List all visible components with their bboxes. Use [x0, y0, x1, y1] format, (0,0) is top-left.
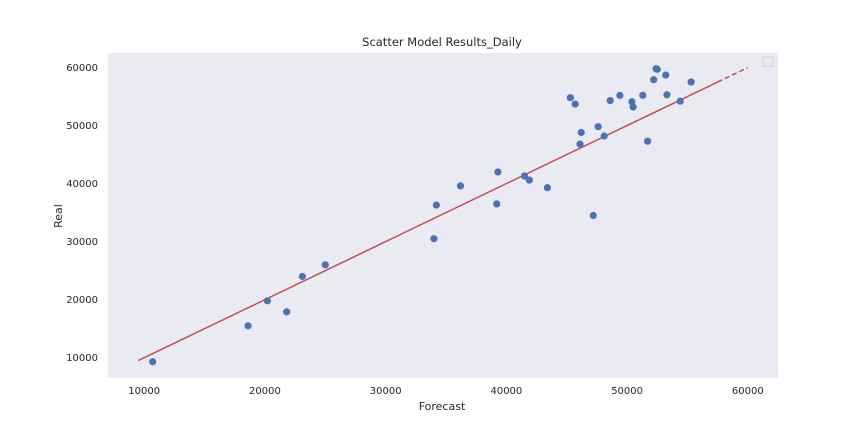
data-point	[520, 172, 529, 180]
data-point	[629, 103, 637, 111]
chart-title: Scatter Model Results_Daily	[362, 35, 522, 49]
y-axis-label: Real	[52, 204, 65, 228]
data-point	[650, 76, 658, 84]
data-point	[600, 132, 608, 140]
data-point	[576, 140, 584, 148]
data-point	[676, 97, 684, 105]
data-point	[494, 168, 502, 176]
data-point	[644, 137, 652, 145]
data-point	[639, 91, 647, 99]
data-point	[571, 100, 579, 108]
x-tick-label: 50000	[611, 386, 643, 397]
data-point	[263, 297, 271, 305]
data-point	[283, 308, 291, 316]
data-points	[149, 65, 695, 366]
data-point	[432, 201, 440, 209]
fit-line-dashed	[717, 66, 749, 83]
data-point	[493, 200, 501, 208]
data-point	[149, 358, 157, 366]
data-point	[430, 235, 438, 243]
y-tick-label: 20000	[66, 295, 98, 306]
x-axis-ticks: 10000 20000 30000 40000 50000 60000	[128, 386, 763, 397]
y-tick-label: 30000	[66, 237, 98, 248]
data-point	[543, 184, 552, 192]
fit-line	[137, 81, 718, 362]
data-point	[663, 91, 671, 99]
data-point	[456, 182, 465, 190]
x-tick-label: 20000	[249, 386, 281, 397]
data-point	[662, 71, 670, 79]
data-point	[525, 176, 533, 184]
data-point	[653, 65, 661, 73]
x-tick-label: 60000	[732, 386, 764, 397]
data-point	[616, 91, 624, 99]
data-point	[577, 128, 585, 137]
data-point	[566, 94, 574, 102]
data-point	[594, 123, 602, 131]
y-tick-label: 10000	[66, 353, 98, 364]
legend-box	[762, 56, 774, 67]
data-point	[244, 322, 252, 330]
fit-line-group	[137, 66, 749, 362]
y-tick-label: 40000	[66, 179, 98, 190]
y-tick-label: 60000	[66, 63, 98, 74]
data-point	[321, 261, 329, 269]
y-axis-ticks: 10000 20000 30000 40000 50000 60000	[66, 63, 98, 364]
x-tick-label: 30000	[370, 386, 402, 397]
data-point	[606, 96, 614, 105]
x-axis-label: Forecast	[419, 400, 466, 413]
data-point	[687, 78, 695, 86]
x-tick-label: 40000	[490, 386, 522, 397]
data-point	[589, 211, 597, 220]
y-tick-label: 50000	[66, 121, 98, 132]
x-tick-label: 10000	[128, 386, 160, 397]
data-point	[298, 272, 306, 281]
